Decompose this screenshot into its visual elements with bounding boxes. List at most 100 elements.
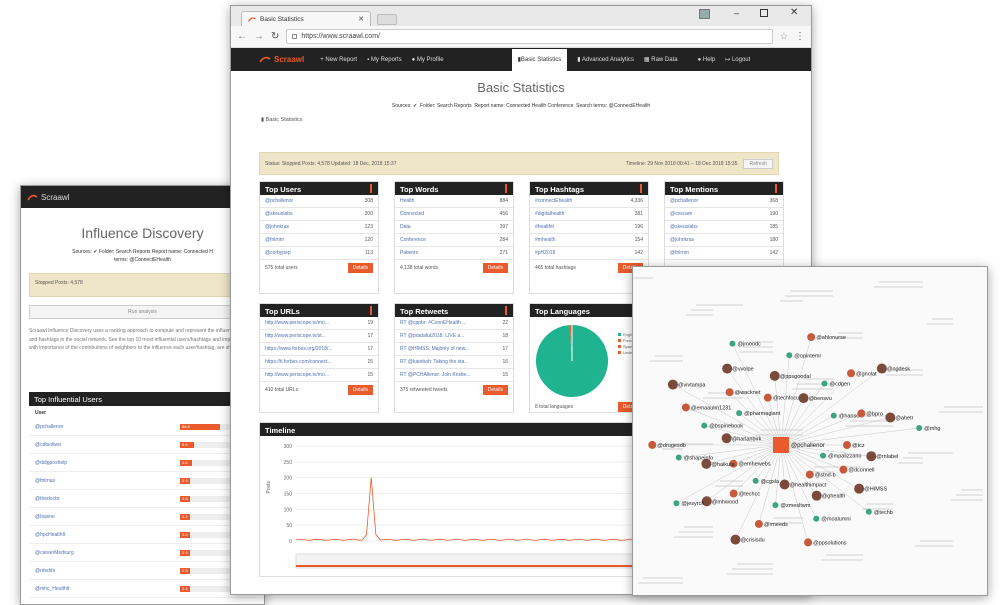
list-item-name[interactable]: RT @HIMSS: Majority of new...	[400, 346, 469, 352]
list-item[interactable]: RT @cppbr: #ConnEHealth ...22	[395, 317, 513, 330]
graph-node[interactable]	[701, 423, 707, 429]
user-name[interactable]: @fnlrnas	[35, 478, 180, 484]
list-item-name[interactable]: http://www.periscope.tv/mo...	[265, 320, 329, 326]
list-item[interactable]: http://www.periscope.tv/st...17	[260, 330, 378, 343]
graph-node[interactable]	[807, 333, 815, 341]
kebab-menu-icon[interactable]: ⋮	[795, 31, 805, 42]
graph-node[interactable]	[668, 380, 678, 390]
list-item-name[interactable]: #connectEhealth	[535, 198, 572, 204]
user-name[interactable]: @careerMedsurg	[35, 550, 180, 556]
nav-my-profile[interactable]: ● My Profile	[412, 57, 444, 63]
graph-node[interactable]	[755, 520, 763, 528]
graph-node[interactable]	[831, 413, 837, 419]
user-name[interactable]: @hpcHealthIt	[35, 532, 180, 538]
list-item[interactable]: https://www.forbes.org/2018/...17	[260, 343, 378, 356]
list-item[interactable]: RT @PCHAllenor: Join Kristie...15	[395, 369, 513, 382]
list-item[interactable]: RT @katebah: Taking the sta...16	[395, 356, 513, 369]
graph-node[interactable]	[843, 441, 851, 449]
graph-node[interactable]	[866, 509, 872, 515]
graph-node[interactable]	[770, 371, 780, 381]
nav-basic-statistics[interactable]: ▮ Basic Statistics	[512, 49, 568, 71]
user-name[interactable]: @ddigposhelp	[35, 460, 180, 466]
list-item-name[interactable]: https://www.forbes.org/2018/...	[265, 346, 333, 352]
refresh-button[interactable]: Refresh	[743, 159, 773, 169]
list-item-name[interactable]: RT @katebah: Taking the sta...	[400, 359, 468, 365]
new-tab-button[interactable]	[377, 14, 397, 25]
graph-node[interactable]	[799, 393, 809, 403]
back-arrow-icon[interactable]: ←	[237, 31, 247, 42]
top-urls-details-button[interactable]: Details	[348, 385, 373, 395]
list-item-name[interactable]: @cvscare	[670, 211, 692, 217]
graph-node[interactable]	[736, 410, 742, 416]
graph-node[interactable]	[806, 471, 814, 479]
graph-node[interactable]	[857, 409, 865, 417]
list-item-name[interactable]: #mhealth	[535, 237, 556, 243]
nav-advanced-analytics[interactable]: ▮ Advanced Analytics	[577, 56, 634, 63]
graph-hub-node[interactable]	[773, 437, 789, 453]
user-name[interactable]: @bspine	[35, 514, 180, 520]
graph-node[interactable]	[730, 535, 740, 545]
graph-node[interactable]	[885, 412, 895, 422]
user-name[interactable]: @thedocbr	[35, 496, 180, 502]
list-item-name[interactable]: @pchallenor	[265, 198, 293, 204]
graph-node[interactable]	[812, 491, 822, 501]
graph-node[interactable]	[730, 490, 738, 498]
minimize-icon[interactable]: –	[734, 8, 739, 18]
list-item-name[interactable]: RT @PCHAllenor: Join Kristie...	[400, 372, 470, 378]
graph-node[interactable]	[854, 484, 864, 494]
list-item-name[interactable]: @fnlrnm	[265, 237, 284, 243]
list-item[interactable]: RT @HIMSS: Majority of new...17	[395, 343, 513, 356]
list-item-name[interactable]: @skeuolabs	[670, 224, 698, 230]
graph-node[interactable]	[772, 502, 778, 508]
list-item-name[interactable]: Health	[400, 198, 414, 204]
tab-basic-statistics[interactable]: Basic Statistics ✕	[241, 11, 371, 26]
nav-logout[interactable]: ↦ Logout	[725, 56, 750, 63]
graph-node[interactable]	[877, 364, 887, 374]
nav-my-reports[interactable]: ▪ My Reports	[367, 57, 401, 63]
list-item-name[interactable]: Data	[400, 224, 411, 230]
graph-node[interactable]	[682, 403, 690, 411]
graph-node[interactable]	[764, 394, 772, 402]
graph-node[interactable]	[729, 341, 735, 347]
list-item-name[interactable]: https://ti.forbes.com/connect...	[265, 359, 332, 365]
list-item[interactable]: https://ti.forbes.com/connect...15	[260, 356, 378, 369]
maximize-icon[interactable]	[760, 9, 768, 17]
list-item-name[interactable]: @fnlrnm	[670, 250, 689, 256]
top-retweets-details-button[interactable]: Details	[483, 385, 508, 395]
graph-node[interactable]	[786, 352, 792, 358]
graph-node[interactable]	[813, 516, 819, 522]
list-item-name[interactable]: #digitalhealth	[535, 211, 564, 217]
tab-close-icon[interactable]: ✕	[358, 15, 364, 23]
graph-node[interactable]	[822, 380, 828, 386]
graph-node[interactable]	[722, 433, 732, 443]
list-item[interactable]: http://www.periscope.tv/mo...19	[260, 317, 378, 330]
list-item-name[interactable]: #healthit	[535, 224, 554, 230]
graph-node[interactable]	[866, 451, 876, 461]
list-item-name[interactable]: @pchallenor	[670, 198, 698, 204]
profile-icon[interactable]	[699, 9, 710, 19]
list-item-name[interactable]: Patients	[400, 250, 418, 256]
list-item-name[interactable]: @corbypep	[265, 250, 291, 256]
top-users-details-button[interactable]: Details	[348, 263, 373, 273]
